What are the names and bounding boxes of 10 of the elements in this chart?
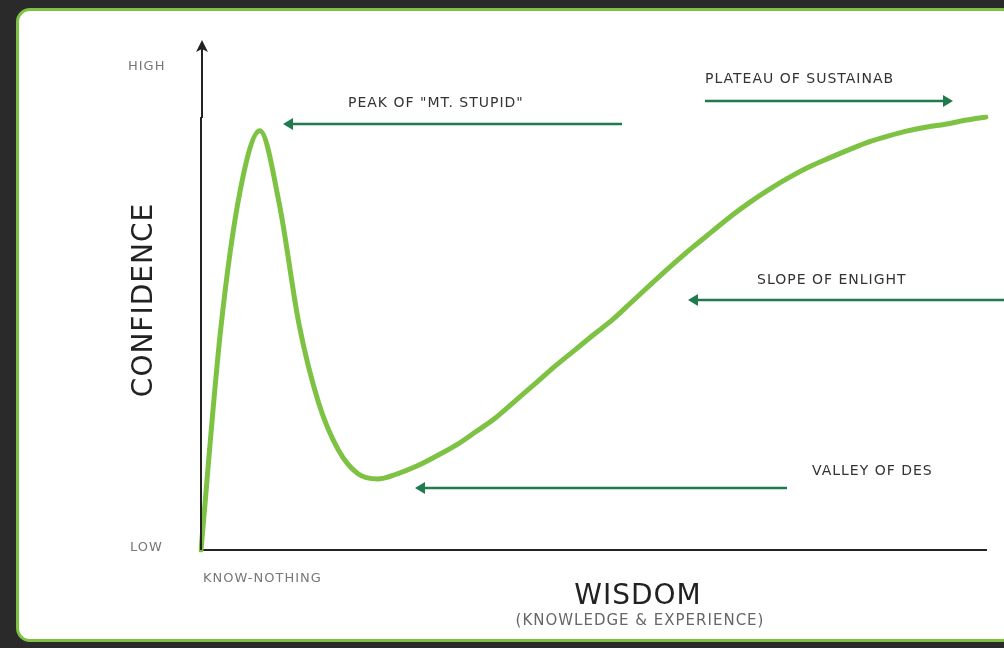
text: PEAK OF "MT. STUPID" — [348, 94, 524, 110]
annotation: VALLEY OF DES — [812, 462, 933, 478]
text: (KNOWLEDGE & EXPERIENCE) — [515, 611, 765, 629]
x-axis-title: WISDOM — [574, 578, 702, 611]
text: PLATEAU OF SUSTAINAB — [705, 70, 895, 86]
text: KNOW-NOTHING — [203, 570, 322, 585]
text: HIGH — [128, 58, 166, 73]
annotation: SLOPE OF ENLIGHT — [757, 271, 907, 287]
text: LOW — [130, 539, 163, 554]
y-axis-title: CONFIDENCE — [125, 202, 159, 398]
